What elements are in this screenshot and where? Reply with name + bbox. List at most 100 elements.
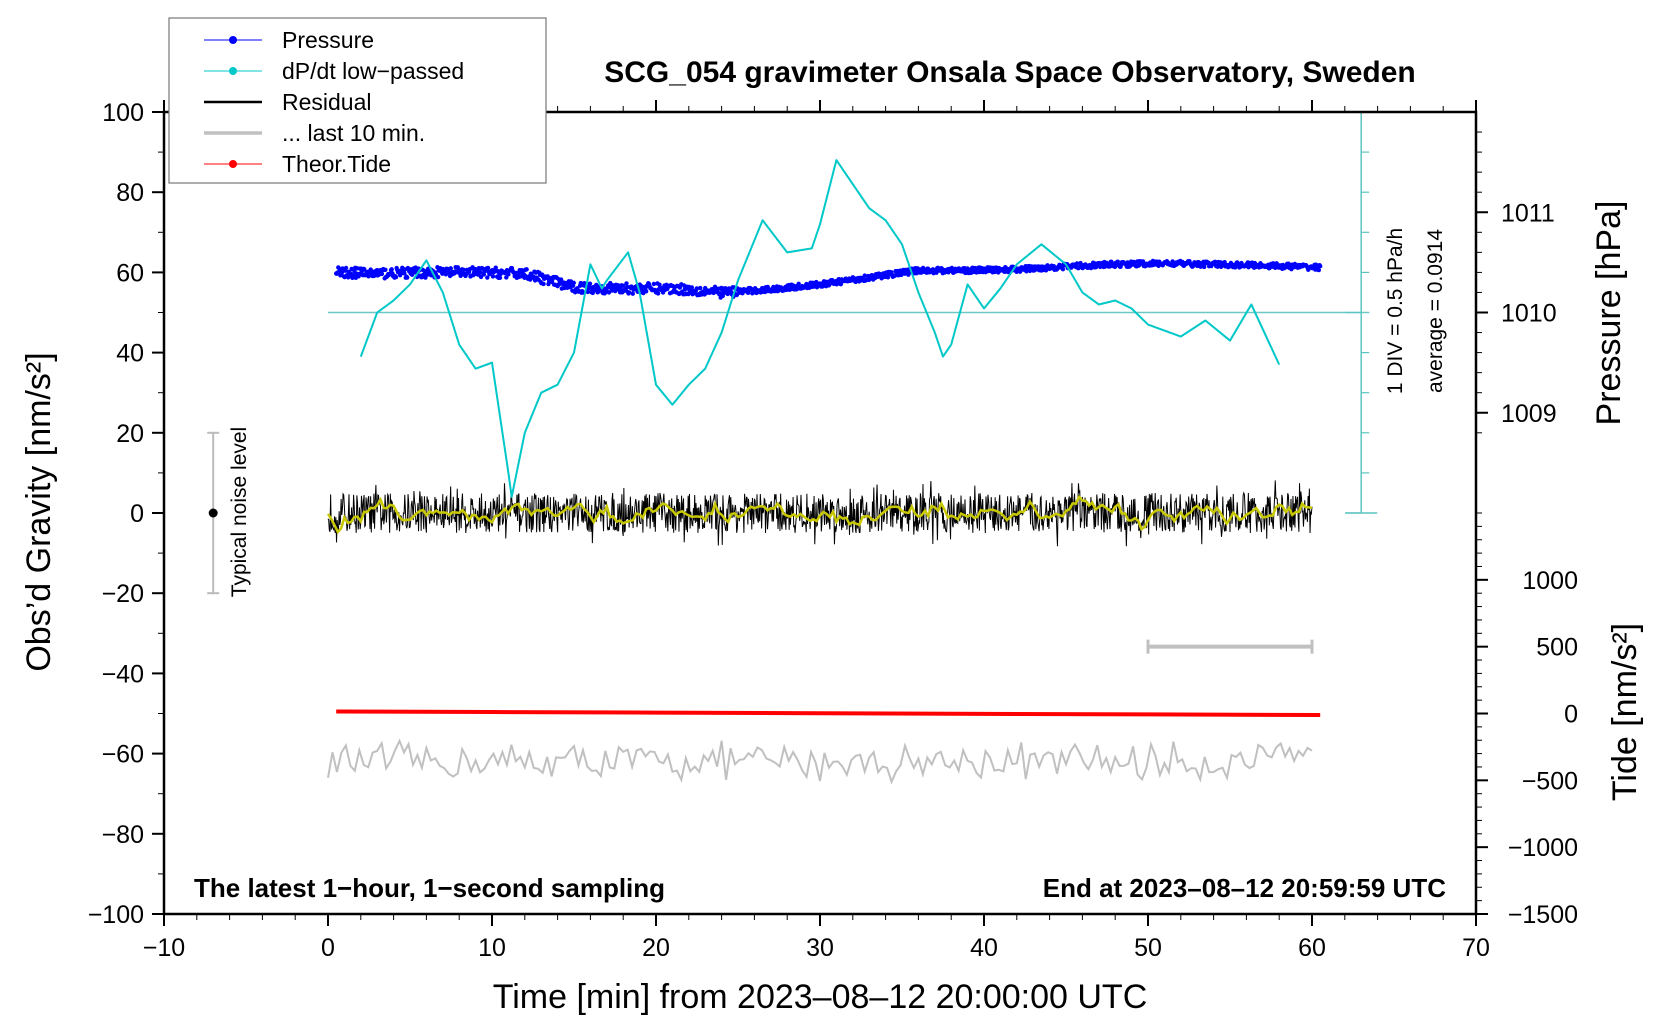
pressure-point [383,267,388,272]
residual-line [327,480,1313,547]
pressure-point [1074,261,1080,266]
pressure-point [393,274,399,280]
legend-marker-1 [229,67,237,75]
pressure-point [711,290,716,296]
y-tick-label: 20 [116,420,144,448]
pressure-tick-label: 1010 [1501,300,1557,328]
pressure-point [862,273,867,278]
tide-tick-label: −1000 [1508,834,1578,862]
pressure-point [443,272,449,277]
pressure-point [643,289,649,294]
pressure-point [485,275,490,280]
pressure-point [402,271,407,276]
pressure-point [504,275,509,280]
pressure-point [379,271,385,277]
pressure-point [620,283,626,288]
pressure-point [485,265,491,271]
pressure-point [585,289,591,295]
y-tick-label: −80 [102,821,144,849]
x-tick-label: 0 [321,934,335,962]
pressure-point [339,270,345,275]
pressure-point [630,291,636,296]
pressure-point [461,267,466,272]
pressure-point [796,281,801,287]
tide-tick-label: 500 [1536,634,1578,662]
last-10-min-line [327,738,1313,785]
pressure-point [558,277,564,282]
tide-tick-label: −1500 [1508,901,1578,929]
noise-level-label: Typical noise level [228,427,251,597]
x-tick-label: 20 [642,934,670,962]
dpdt-scale-label: 1 DIV = 0.5 hPa/h [1384,228,1407,394]
end-time-note: End at 2023–08–12 20:59:59 UTC [1043,873,1446,903]
pressure-point [587,281,593,286]
pressure-point [689,285,695,290]
pressure-point [448,266,453,271]
legend-label-0: Pressure [282,27,374,53]
pressure-point [1202,264,1207,270]
y-tick-label: −60 [102,741,144,769]
dpdt-average-label: average = 0.0914 [1424,229,1447,393]
pressure-point [651,281,657,287]
pressure-point [478,270,483,275]
pressure-point [694,286,699,291]
tide-tick-label: 1000 [1522,567,1578,595]
x-axis-label: Time [min] from 2023–08–12 20:00:00 UTC [493,978,1148,1016]
legend: Pressure dP/dt low−passed Residual ... last… [168,17,547,184]
pressure-point [1115,259,1120,264]
legend-marker-4 [229,160,237,168]
x-tick-label: 40 [970,934,998,962]
y-tick-label: 0 [130,500,144,528]
legend-box [168,17,547,184]
pressure-point [371,273,377,279]
residual-smoothed-line [326,494,1313,535]
pressure-point [627,290,632,295]
x-tick-label: 50 [1134,934,1162,962]
legend-label-1: dP/dt low−passed [282,58,464,84]
x-tick-label: −10 [143,934,185,962]
legend-label-4: Theor.Tide [282,151,391,177]
axes: −10 0 10 20 30 40 50 60 70−100−80−60−40−20020406… [88,99,1578,962]
pressure-point [389,267,394,272]
pressure-point [1060,266,1066,272]
y-tick-label: −20 [102,580,144,608]
x-tick-label: 30 [806,934,834,962]
sampling-note: The latest 1−hour, 1−second sampling [194,873,665,903]
pressure-point [698,285,703,291]
pressure-point [524,267,529,272]
tide-tick-label: 0 [1564,701,1578,729]
pressure-point [493,265,498,270]
pressure-point [349,266,354,272]
dpdt-line [359,159,1281,498]
pressure-axis-label: Pressure [hPa] [1590,201,1628,426]
tide-axis-label: Tide [nm/s²] [1606,623,1644,801]
plot-marks [207,111,1378,785]
y-tick-label: −40 [102,660,144,688]
y-tick-label: −100 [88,901,144,929]
pressure-point [1170,259,1175,264]
pressure-point [497,275,503,280]
tide-tick-label: −500 [1522,767,1578,795]
legend-marker-0 [229,36,237,44]
pressure-point [655,291,661,296]
pressure-point [343,265,349,271]
y-tick-label: 80 [116,179,144,207]
pressure-point [506,272,511,277]
y-tick-label: 60 [116,259,144,287]
pressure-point [624,281,629,286]
pressure-point [1318,263,1323,269]
pressure-point [404,275,410,280]
x-tick-label: 10 [478,934,506,962]
y-axis-label: Obs’d Gravity [nm/s²] [20,352,58,671]
pressure-tick-label: 1011 [1501,199,1555,227]
noise-level-dot [208,508,218,518]
pressure-point [571,280,576,286]
pressure-point [1017,269,1023,274]
chart-title: SCG_054 gravimeter Onsala Space Observat… [604,56,1416,89]
pressure-point [541,281,546,287]
y-tick-label: 40 [116,340,144,368]
pressure-point [885,275,891,280]
y-tick-label: 100 [102,99,144,127]
pressure-point [1316,267,1321,273]
